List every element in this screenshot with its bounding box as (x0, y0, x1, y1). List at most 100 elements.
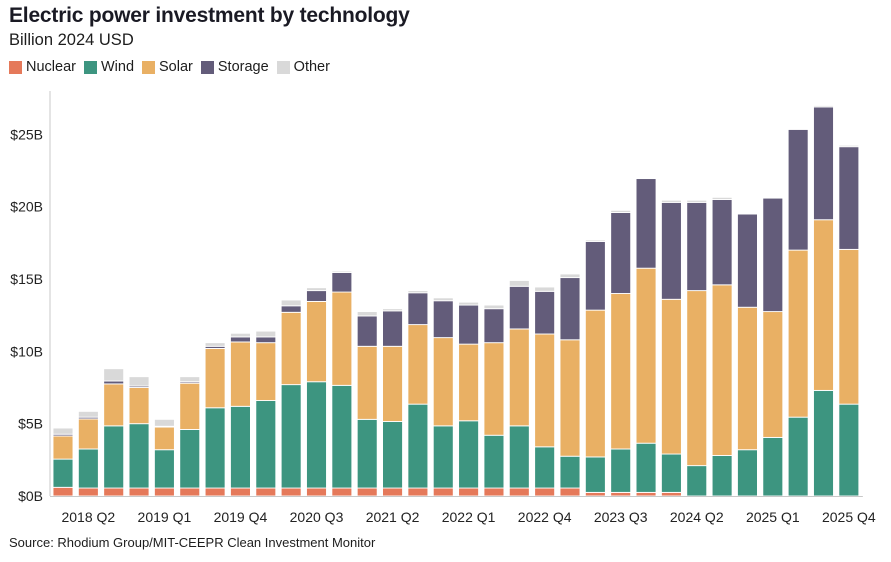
bar-segment-other: 2022 Q2 Other: 0.25 (483, 304, 505, 310)
bar-segment-storage: 2022 Q3 Storage: 2.95 (508, 285, 530, 330)
bar-segment-solar: 2025 Q3 Solar: 11.8 (813, 219, 834, 391)
bar-group: 2018 Q4 Nuclear: 0.552018 Q4 Wind: 4.452… (128, 376, 150, 497)
bar-group: 2023 Q3 Nuclear: 0.252023 Q3 Wind: 32023… (610, 209, 632, 497)
bar-segment-storage: 2024 Q2 Storage: 6.1 (686, 201, 708, 292)
bar-segment-storage: 2020 Q1 Storage: 0.4 (255, 336, 277, 344)
x-tick-label: 2018 Q2 (61, 509, 115, 525)
bar-segment-storage: 2024 Q4 Storage: 6.45 (737, 213, 758, 308)
bar-segment-nuclear: 2018 Q2 Nuclear: 0.55 (77, 487, 99, 497)
bar-segment-storage: 2021 Q3 Storage: 2.2 (407, 292, 429, 326)
bar-segment-solar: 2022 Q4 Solar: 7.8 (534, 333, 556, 448)
bar-segment-nuclear: 2023 Q1 Nuclear: 0.55 (559, 487, 581, 497)
legend-item-solar: Solar (142, 59, 193, 75)
bar-segment-wind: 2022 Q4 Wind: 2.85 (534, 446, 556, 489)
bar-segment-wind: 2025 Q2 Wind: 5.45 (787, 416, 809, 497)
bar-group: 2020 Q2 Nuclear: 0.552020 Q2 Wind: 7.152… (280, 299, 302, 497)
legend-label-wind: Wind (100, 59, 135, 75)
bar-segment-solar: 2021 Q3 Solar: 5.5 (407, 324, 429, 405)
bar-segment-wind: 2018 Q2 Wind: 2.7 (77, 448, 99, 489)
bar-segment-storage: 2025 Q4 Storage: 7.1 (838, 146, 860, 250)
bars: 2018 Q1 Nuclear: 0.62018 Q1 Wind: 1.9520… (52, 105, 860, 497)
bar-group: 2019 Q1 Nuclear: 0.552019 Q1 Wind: 2.652… (153, 418, 175, 497)
bar-segment-other: 2023 Q3 Other: 0.15 (610, 209, 632, 213)
legend-label-other: Other (293, 59, 330, 75)
bar-group: 2018 Q1 Nuclear: 0.62018 Q1 Wind: 1.9520… (52, 427, 74, 497)
bar-segment-wind: 2020 Q3 Wind: 7.35 (306, 381, 327, 489)
bar-segment-storage: 2024 Q3 Storage: 5.9 (711, 199, 733, 286)
chart-title: Electric power investment by technology (9, 4, 410, 27)
bar-segment-storage: 2024 Q1 Storage: 6.7 (660, 201, 682, 300)
bar-group: 2025 Q4 Wind: 6.352025 Q4 Solar: 10.7202… (838, 144, 860, 497)
bar-segment-other: 2019 Q3 Other: 0.25 (204, 342, 226, 347)
bar-segment-solar: 2021 Q1 Solar: 5.05 (356, 345, 378, 420)
bar-segment-wind: 2025 Q4 Wind: 6.35 (838, 403, 860, 497)
bar-group: 2023 Q1 Nuclear: 0.552023 Q1 Wind: 2.2 20… (559, 273, 581, 497)
bar-segment-other: 2020 Q3 Other: 0.2 (306, 287, 327, 292)
bar-group: 2022 Q1 Nuclear: 0.552022 Q1 Wind: 4.652… (458, 301, 480, 497)
bar-segment-storage: 2025 Q1 Storage: 7.85 (762, 197, 784, 313)
bar-segment-solar: 2022 Q2 Solar: 6.4 (483, 342, 505, 436)
bar-segment-solar: 2023 Q2 Solar: 10.15 (584, 309, 606, 458)
legend: Nuclear Wind Solar Storage Other (9, 59, 338, 75)
bar-segment-storage: 2022 Q2 Storage: 2.35 (483, 308, 505, 344)
y-tick-label: $25B (10, 126, 43, 142)
bar-segment-wind: 2020 Q4 Wind: 7.1 (331, 384, 353, 489)
legend-label-nuclear: Nuclear (26, 59, 76, 75)
bar-segment-other: 2025 Q1 Other: 0.05 (762, 196, 784, 199)
bar-segment-wind: 2022 Q3 Wind: 4.3 (508, 425, 530, 489)
bar-segment-wind: 2024 Q4 Wind: 3.2 (737, 449, 758, 497)
bar-group: 2019 Q3 Nuclear: 0.552019 Q3 Wind: 5.552… (204, 342, 226, 497)
y-tick-label: $10B (10, 343, 43, 359)
bar-segment-storage: 2023 Q3 Storage: 5.6 (610, 212, 632, 294)
bar-segment-solar: 2023 Q3 Solar: 10.75 (610, 293, 632, 450)
bar-segment-storage: 2023 Q4 Storage: 6.2 (635, 178, 657, 269)
x-tick-label: 2020 Q3 (290, 509, 344, 525)
bar-segment-storage: 2023 Q1 Storage: 4.3 (559, 277, 581, 341)
bar-segment-storage: 2025 Q3 Storage: 7.8 (813, 106, 834, 221)
bar-segment-solar: 2019 Q1 Solar: 1.6 (153, 426, 175, 451)
bar-segment-other: 2024 Q2 Other: 0.15 (686, 199, 708, 203)
bar-segment-storage: 2020 Q3 Storage: 0.75 (306, 290, 327, 302)
bar-segment-solar: 2018 Q1 Solar: 1.6 (52, 435, 74, 460)
legend-swatch-other (276, 60, 290, 74)
bar-segment-wind: 2024 Q2 Wind: 2.1 (686, 465, 708, 497)
bar-segment-storage: 2021 Q1 Storage: 2.1 (356, 315, 378, 347)
bar-segment-solar: 2018 Q2 Solar: 2.08 (77, 418, 99, 450)
bar-segment-wind: 2024 Q1 Wind: 2.65 (660, 453, 682, 493)
bar-segment-other: 2020 Q2 Other: 0.4 (280, 299, 302, 307)
bar-segment-nuclear: 2022 Q4 Nuclear: 0.55 (534, 487, 556, 497)
bar-group: 2024 Q2 Wind: 2.12024 Q2 Solar: 12.12024… (686, 199, 708, 497)
bar-segment-solar: 2024 Q1 Solar: 10.7 (660, 298, 682, 455)
legend-swatch-wind (83, 60, 97, 74)
bar-group: 2024 Q4 Wind: 3.22024 Q4 Solar: 9.852024… (737, 212, 758, 497)
bar-segment-wind: 2023 Q1 Wind: 2.2 (559, 455, 581, 489)
bar-segment-nuclear: 2020 Q2 Nuclear: 0.55 (280, 487, 302, 497)
bar-segment-solar: 2018 Q3 Solar: 2.9 (103, 383, 125, 427)
x-axis-ticks: 2018 Q2 2019 Q1 2019 Q4 2020 Q3 2021 Q2 2022 … (61, 509, 875, 525)
bar-group: 2020 Q3 Nuclear: 0.552020 Q3 Wind: 7.352… (306, 287, 327, 497)
y-tick-label: $5B (18, 416, 43, 432)
bar-segment-nuclear: 2021 Q3 Nuclear: 0.55 (407, 487, 429, 497)
legend-label-solar: Solar (159, 59, 193, 75)
bar-group: 2019 Q4 Nuclear: 0.552019 Q4 Wind: 5.652… (229, 332, 251, 497)
bar-segment-solar: 2019 Q3 Solar: 4.1 (204, 348, 226, 409)
x-tick-label: 2019 Q4 (214, 509, 268, 525)
bar-segment-other: 2022 Q4 Other: 0.3 (534, 286, 556, 292)
bar-segment-other: 2021 Q1 Other: 0.3 (356, 311, 378, 317)
bar-segment-wind: 2023 Q2 Wind: 2.45 (584, 456, 606, 493)
y-tick-label: $15B (10, 271, 43, 287)
bar-segment-nuclear: 2023 Q2 Nuclear: 0.25 (584, 491, 606, 497)
bar-segment-wind: 2022 Q1 Wind: 4.65 (458, 420, 480, 489)
bar-segment-nuclear: 2022 Q1 Nuclear: 0.55 (458, 487, 480, 497)
bar-segment-nuclear: 2023 Q4 Nuclear: 0.25 (635, 491, 657, 497)
legend-swatch-nuclear (9, 60, 22, 74)
bar-segment-storage: 2021 Q2 Storage: 2.45 (382, 310, 403, 347)
legend-item-wind: Wind (83, 59, 135, 75)
bar-group: 2021 Q2 Nuclear: 0.552021 Q2 Wind: 4.620… (382, 308, 403, 497)
bar-segment-wind: 2018 Q3 Wind: 4.3 (103, 425, 125, 489)
bar-segment-other: 2018 Q2 Other: 0.4 (77, 410, 99, 418)
legend-swatch-storage (200, 60, 214, 74)
bar-segment-solar: 2020 Q3 Solar: 5.55 (306, 301, 327, 383)
bar-segment-storage: 2019 Q4 Storage: 0.35 (229, 336, 251, 343)
